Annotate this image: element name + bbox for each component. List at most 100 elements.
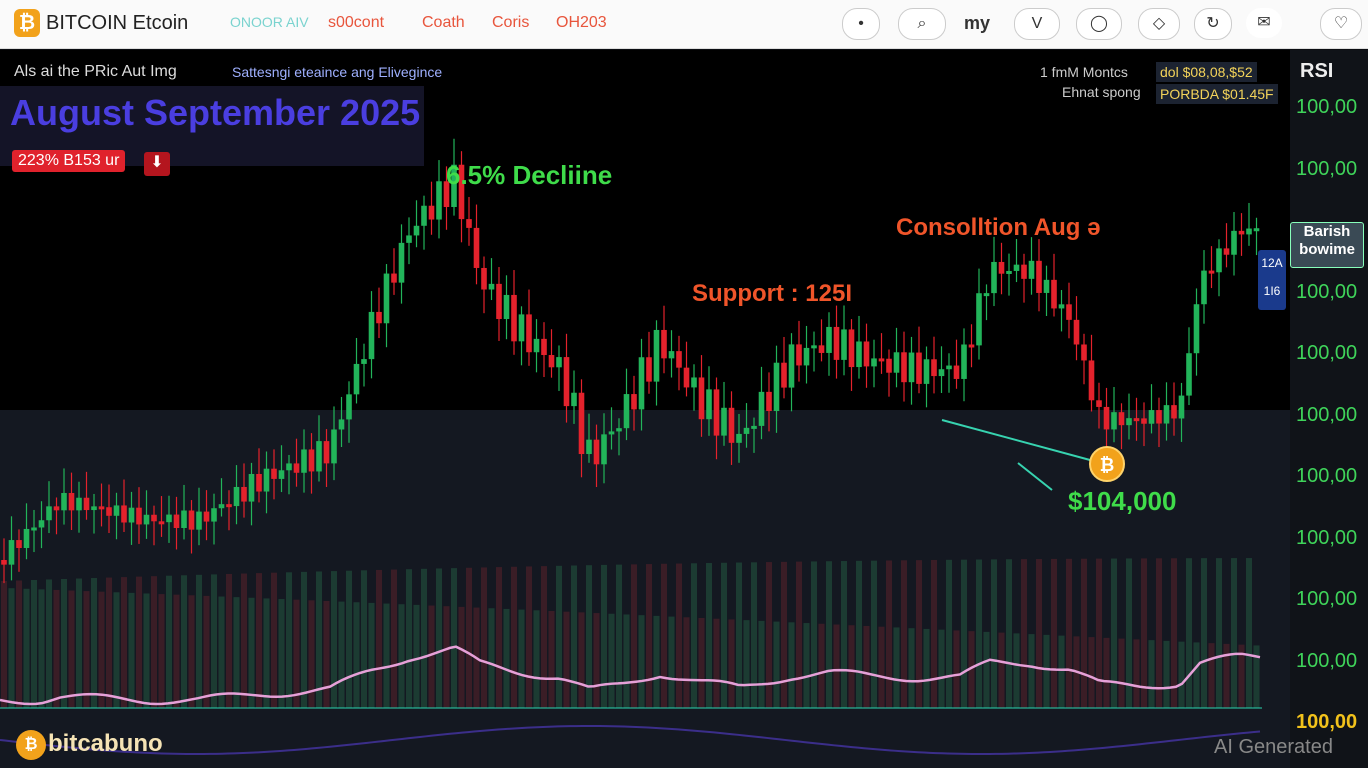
volume-bar: [968, 631, 975, 708]
candle: [616, 428, 622, 432]
volume-bar: [1193, 642, 1200, 708]
volume-bar: [83, 591, 90, 708]
candle: [661, 329, 667, 359]
candle: [541, 338, 547, 356]
tool-button[interactable]: ◯: [1076, 8, 1122, 40]
candle: [481, 267, 487, 290]
tool-button[interactable]: ◇: [1138, 8, 1180, 40]
candle: [548, 355, 555, 368]
candle: [1193, 304, 1200, 354]
candle: [368, 311, 375, 360]
candle: [1253, 228, 1260, 232]
volume-bar: [1066, 558, 1072, 708]
candle: [601, 434, 607, 465]
candle: [1118, 412, 1125, 426]
candle: [1028, 260, 1035, 279]
candle: [578, 392, 585, 455]
candle: [511, 294, 517, 342]
volume-bar: [878, 626, 885, 708]
candle: [1156, 410, 1162, 424]
tab[interactable]: Coath: [422, 14, 465, 31]
candle: [1171, 405, 1177, 419]
title: August September 2025: [10, 92, 421, 133]
candle: [83, 497, 90, 511]
candle: [61, 492, 67, 511]
tab[interactable]: s00cont: [328, 14, 385, 31]
candle: [106, 507, 112, 516]
tool-button[interactable]: ✉: [1246, 8, 1282, 38]
volume-bar: [991, 559, 997, 708]
candle: [76, 497, 82, 511]
candle: [181, 510, 187, 528]
volume-bar: [653, 615, 660, 708]
info-label: 1 fmM Montcs: [1040, 64, 1128, 80]
candle: [173, 514, 180, 528]
candle: [1178, 395, 1185, 419]
volume-bar: [1156, 558, 1162, 708]
candle: [361, 359, 367, 364]
candle: [398, 242, 405, 283]
volume-bar: [923, 628, 930, 708]
candle: [496, 283, 502, 320]
tab[interactable]: ONOOR AIV: [230, 14, 309, 30]
volume-bar: [451, 568, 457, 708]
volume-bar: [998, 632, 1005, 708]
volume-bar: [1051, 558, 1057, 708]
candle: [931, 359, 937, 377]
volume-bar: [706, 563, 712, 708]
candle: [316, 441, 322, 472]
tool-label[interactable]: my: [964, 13, 991, 33]
volume-bar: [406, 569, 412, 708]
volume-bar: [811, 561, 817, 708]
volume-bar: [863, 625, 870, 708]
volume-bar: [646, 564, 652, 708]
volume-bar: [346, 570, 352, 708]
volume-bar: [278, 599, 285, 708]
volume-bar: [181, 575, 187, 708]
volume-bar: [1028, 634, 1035, 708]
candle: [571, 392, 577, 407]
tool-button[interactable]: •: [842, 8, 880, 40]
volume-bar: [1253, 645, 1260, 708]
volume-bar: [188, 595, 195, 708]
volume-bar: [893, 627, 900, 708]
price-chart: ₿: [0, 50, 1290, 768]
volume-bar: [586, 565, 592, 708]
subtitle: Sattesngi eteaince ang Elivegince: [232, 64, 443, 80]
volume-bar: [98, 591, 105, 708]
candle: [668, 351, 675, 359]
tool-button[interactable]: ⌕: [898, 8, 946, 40]
volume-bar: [1231, 558, 1237, 708]
candle: [893, 352, 900, 373]
volume-bar: [548, 610, 555, 708]
candle: [248, 473, 255, 502]
volume-bar: [631, 564, 637, 708]
volume-bar: [466, 567, 472, 708]
candle: [638, 357, 645, 410]
tool-button[interactable]: ♡: [1320, 8, 1362, 40]
tab[interactable]: Coris: [492, 14, 530, 31]
tool-button[interactable]: ↻: [1194, 8, 1232, 40]
candle: [886, 358, 892, 373]
volume-bar: [1111, 558, 1117, 708]
volume-bar: [421, 568, 427, 708]
volume-bar: [901, 560, 907, 708]
candle: [1216, 248, 1222, 273]
candle: [803, 347, 810, 366]
candle: [196, 511, 202, 530]
candle: [473, 227, 480, 268]
volume-bar: [413, 604, 420, 708]
volume-bar: [428, 605, 435, 708]
y-axis-label: 100,00: [1296, 342, 1358, 364]
candle: [743, 427, 750, 434]
candle: [23, 528, 30, 548]
price-tag-text: 12A: [1261, 256, 1283, 270]
tool-button[interactable]: V: [1014, 8, 1060, 40]
candle: [1036, 260, 1042, 293]
volume-bar: [691, 563, 697, 708]
tab[interactable]: OH203: [556, 14, 607, 31]
y-axis-label: 100,00: [1296, 280, 1358, 303]
volume-bar: [443, 606, 450, 708]
candle: [488, 283, 495, 290]
volume-bar: [1036, 559, 1042, 708]
